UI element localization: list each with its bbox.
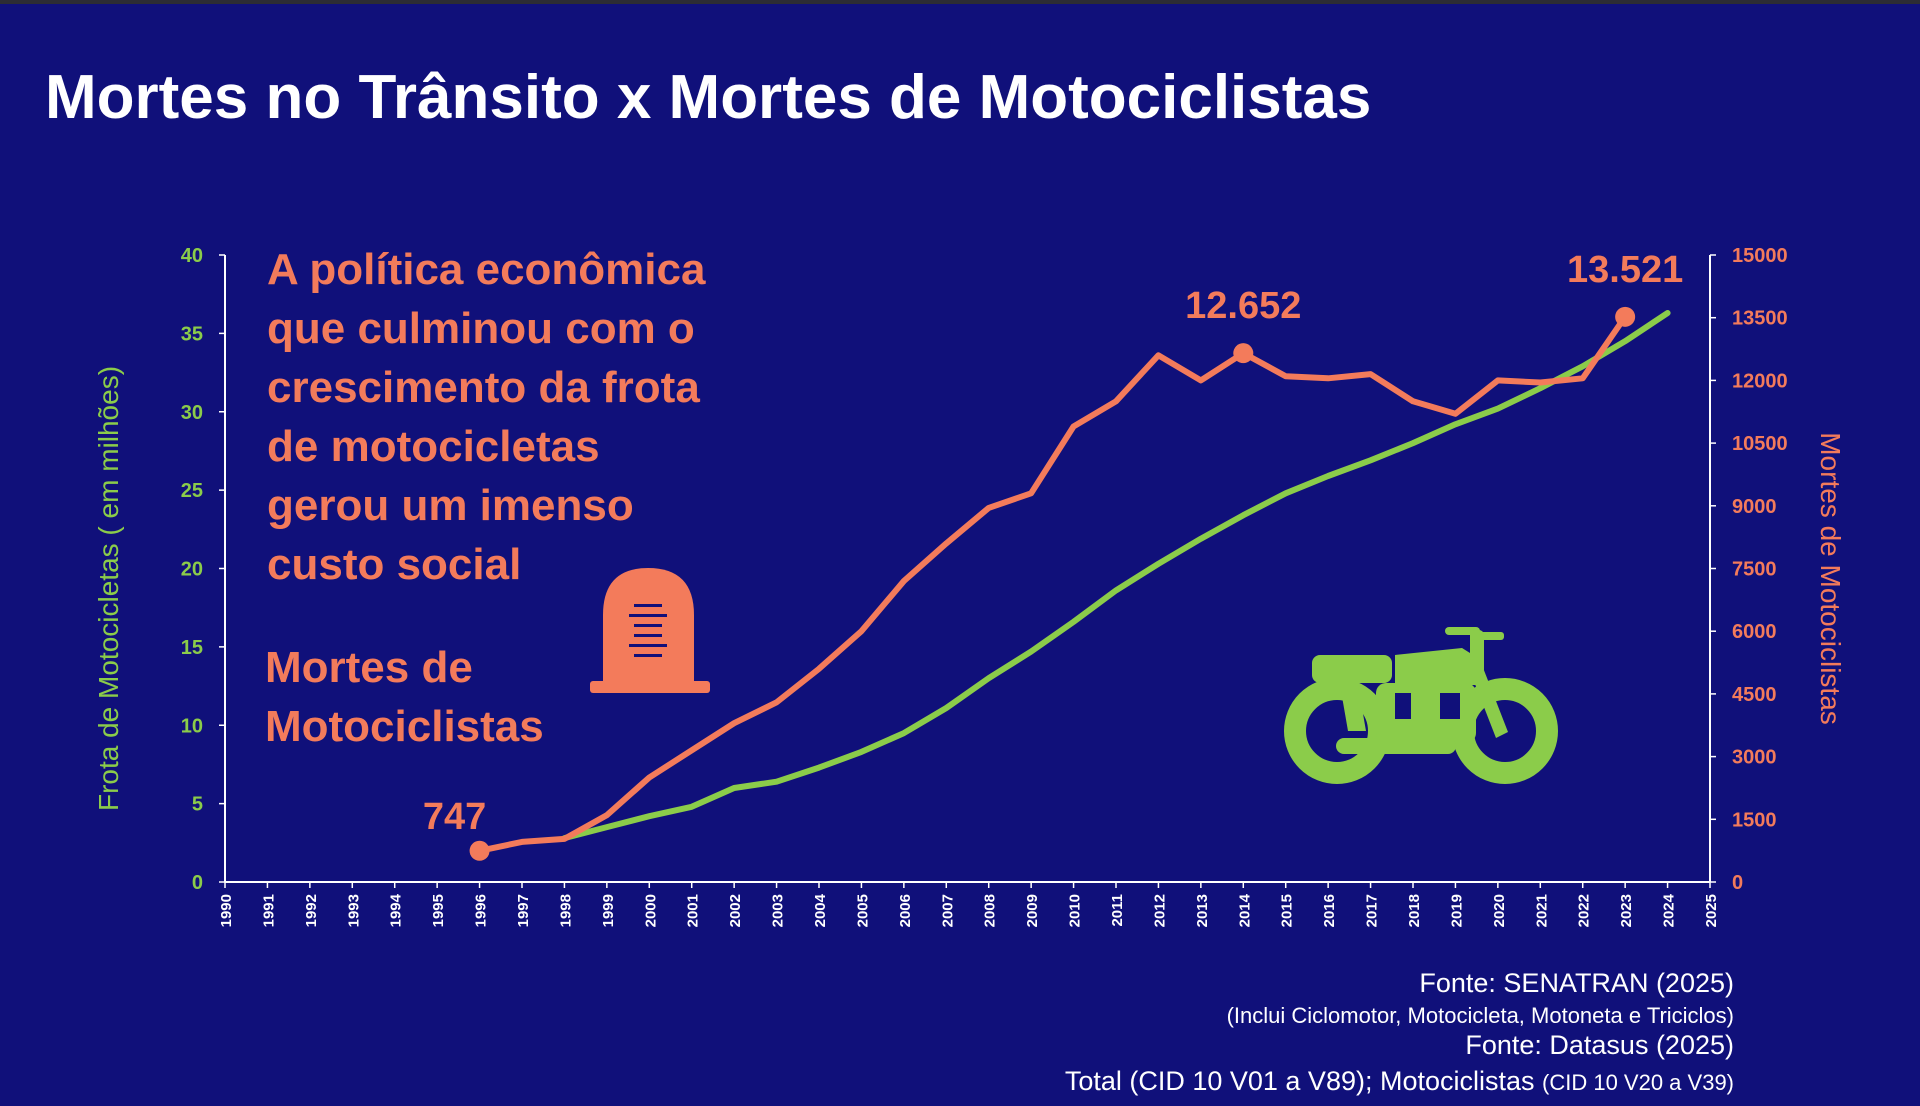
right-tick-label: 7500 bbox=[1732, 559, 1777, 581]
x-tick-label: 1991 bbox=[260, 894, 277, 927]
motorcycle-icon bbox=[1284, 627, 1558, 784]
x-tick-label: 2003 bbox=[770, 894, 787, 927]
right-tick-label: 10500 bbox=[1732, 433, 1788, 455]
x-tick-label: 2025 bbox=[1703, 894, 1720, 927]
x-tick-label: 2014 bbox=[1236, 893, 1253, 927]
series-line-deaths bbox=[476, 313, 1629, 854]
x-tick-label: 2001 bbox=[685, 894, 702, 927]
source-cid-main: Total (CID 10 V01 a V89); Motociclistas bbox=[1064, 1066, 1543, 1096]
chart-marks: 747 12.652 13.521 bbox=[423, 249, 1683, 861]
left-tick-label: 35 bbox=[181, 323, 203, 345]
data-label: 13.521 bbox=[1567, 249, 1683, 291]
x-tick-label: 2011 bbox=[1109, 894, 1126, 927]
x-tick-label: 2024 bbox=[1661, 893, 1678, 927]
x-tick-label: 2020 bbox=[1491, 894, 1508, 927]
data-point-marker bbox=[1615, 306, 1636, 327]
left-tick-label: 15 bbox=[181, 637, 203, 659]
right-tick-label: 3000 bbox=[1732, 747, 1777, 769]
left-tick-label: 30 bbox=[181, 402, 203, 424]
annotation-line: A política econômica bbox=[267, 245, 706, 294]
x-tick-label: 1998 bbox=[557, 894, 574, 927]
x-tick-label: 2012 bbox=[1151, 894, 1168, 927]
x-tick-label: 2008 bbox=[982, 894, 999, 927]
x-tick-label: 2009 bbox=[1024, 894, 1041, 927]
source-datasus: Fonte: Datasus (2025) bbox=[1465, 1030, 1734, 1060]
annotation-text: A política econômica que culminou com o … bbox=[267, 240, 705, 594]
annotation-line: gerou um imenso bbox=[267, 481, 634, 530]
x-tick-label: 1994 bbox=[388, 893, 405, 927]
x-tick-label: 1997 bbox=[515, 894, 532, 927]
x-tick-label: 2005 bbox=[854, 894, 871, 927]
series-label-deaths: Mortes de Motociclistas bbox=[265, 638, 544, 756]
x-tick-label: 2007 bbox=[939, 894, 956, 927]
page-title: Mortes no Trânsito x Mortes de Motocicli… bbox=[45, 63, 1372, 132]
x-tick-label: 1992 bbox=[303, 894, 320, 927]
series-label-line: Mortes de bbox=[265, 643, 473, 692]
chart-axes: 0510152025303540015003000450060007500900… bbox=[93, 245, 1846, 927]
x-tick-label: 2022 bbox=[1576, 894, 1593, 927]
series-line-fleet bbox=[561, 310, 1671, 842]
annotation-line: crescimento da frota bbox=[267, 363, 700, 412]
data-point-marker bbox=[1233, 343, 1254, 364]
right-tick-label: 1500 bbox=[1732, 809, 1777, 831]
source-cid-small: (CID 10 V20 a V39) bbox=[1542, 1070, 1734, 1095]
left-tick-label: 5 bbox=[192, 794, 203, 816]
x-tick-label: 2019 bbox=[1448, 894, 1465, 927]
annotation-line: custo social bbox=[267, 540, 522, 589]
source-cid-note: Total (CID 10 V01 a V89); Motociclistas … bbox=[1065, 1066, 1734, 1097]
x-tick-label: 2006 bbox=[897, 894, 914, 927]
x-tick-label: 1996 bbox=[473, 894, 490, 927]
right-tick-label: 13500 bbox=[1732, 308, 1788, 330]
right-tick-label: 12000 bbox=[1732, 370, 1788, 392]
right-tick-label: 0 bbox=[1732, 872, 1743, 894]
x-tick-label: 2002 bbox=[727, 894, 744, 927]
data-label: 747 bbox=[423, 796, 486, 838]
series-label-line: Motociclistas bbox=[265, 702, 544, 751]
annotation-line: de motocicletas bbox=[267, 422, 600, 471]
x-tick-label: 2004 bbox=[812, 893, 829, 927]
right-tick-label: 6000 bbox=[1732, 621, 1777, 643]
left-tick-label: 10 bbox=[181, 715, 203, 737]
x-tick-label: 2013 bbox=[1194, 894, 1211, 927]
x-tick-label: 2023 bbox=[1618, 894, 1635, 927]
top-strip bbox=[0, 0, 1920, 4]
left-tick-label: 0 bbox=[192, 872, 203, 894]
chart-lines bbox=[476, 310, 1671, 854]
tombstone-icon bbox=[590, 568, 710, 693]
x-tick-label: 2017 bbox=[1364, 894, 1381, 927]
x-tick-label: 2021 bbox=[1533, 894, 1550, 927]
data-point-marker bbox=[469, 840, 490, 861]
x-tick-label: 1995 bbox=[430, 894, 447, 927]
data-label: 12.652 bbox=[1185, 285, 1301, 327]
source-senatran: Fonte: SENATRAN (2025) bbox=[1419, 968, 1734, 998]
right-axis-title: Mortes de Motociclistas bbox=[1815, 432, 1846, 725]
x-tick-label: 2015 bbox=[1279, 894, 1296, 927]
left-tick-label: 20 bbox=[181, 559, 203, 581]
left-tick-label: 25 bbox=[181, 480, 203, 502]
x-tick-label: 1999 bbox=[600, 894, 617, 927]
x-tick-label: 2010 bbox=[1067, 894, 1084, 927]
x-tick-label: 2000 bbox=[642, 894, 659, 927]
left-axis-title: Frota de Motocicletas ( em milhões) bbox=[93, 366, 124, 811]
right-tick-label: 9000 bbox=[1732, 496, 1777, 518]
x-tick-label: 1990 bbox=[218, 894, 235, 927]
x-tick-label: 1993 bbox=[345, 894, 362, 927]
x-tick-label: 2018 bbox=[1406, 894, 1423, 927]
source-senatran-note: (Inclui Ciclomotor, Motocicleta, Motonet… bbox=[1226, 1003, 1734, 1028]
right-tick-label: 15000 bbox=[1732, 245, 1788, 267]
x-tick-label: 2016 bbox=[1321, 894, 1338, 927]
annotation-line: que culminou com o bbox=[267, 304, 695, 353]
left-tick-label: 40 bbox=[181, 245, 203, 267]
right-tick-label: 4500 bbox=[1732, 684, 1777, 706]
